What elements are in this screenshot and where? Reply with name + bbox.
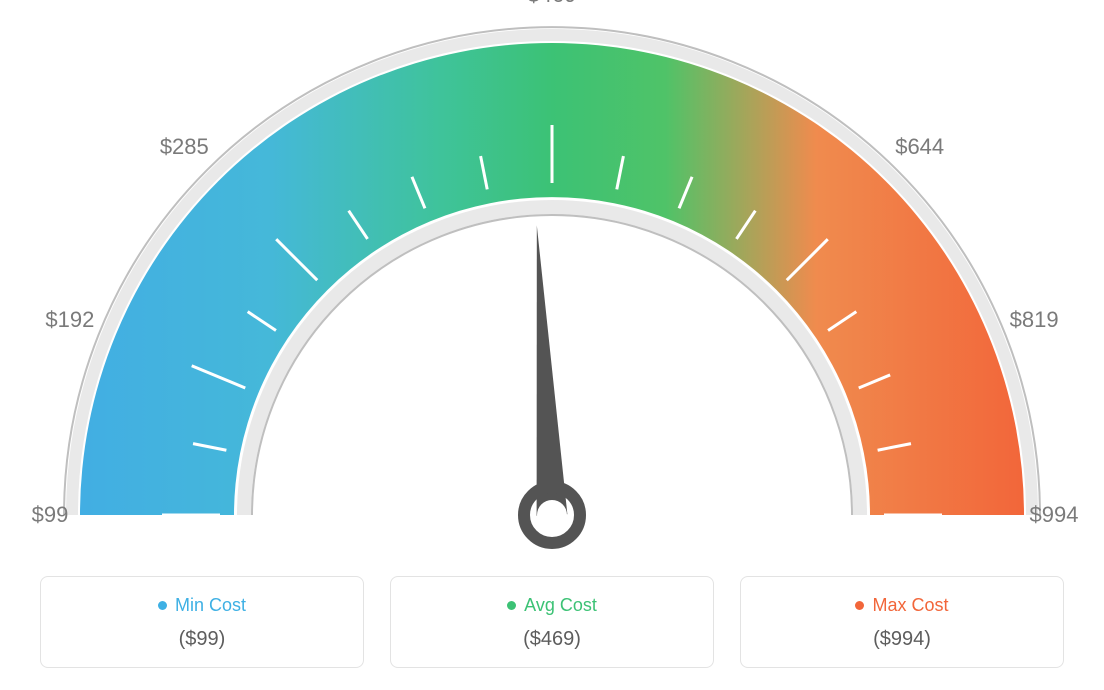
gauge-tick-label: $192 xyxy=(45,307,94,333)
chart-container: $99 $192 $285 $469 $644 $819 $994 Min Cost ($9… xyxy=(0,0,1104,690)
legend-label: Max Cost xyxy=(872,595,948,616)
legend-card-min: Min Cost ($99) xyxy=(40,576,364,668)
legend-label: Min Cost xyxy=(175,595,246,616)
legend-value: ($469) xyxy=(401,628,703,651)
gauge-tick-label: $469 xyxy=(528,0,577,8)
legend-title: Max Cost xyxy=(855,595,948,616)
gauge-tick-label: $994 xyxy=(1030,502,1079,528)
gauge-tick-label: $819 xyxy=(1010,307,1059,333)
legend-label: Avg Cost xyxy=(524,595,597,616)
legend-card-max: Max Cost ($994) xyxy=(740,576,1064,668)
dot-icon xyxy=(158,601,167,610)
gauge xyxy=(0,0,1104,560)
gauge-svg xyxy=(0,0,1104,560)
legend-value: ($994) xyxy=(751,628,1053,651)
gauge-tick-label: $99 xyxy=(32,502,69,528)
gauge-tick-label: $285 xyxy=(160,134,209,160)
legend-row: Min Cost ($99) Avg Cost ($469) Max Cost … xyxy=(40,576,1064,668)
gauge-tick-label: $644 xyxy=(895,134,944,160)
legend-title: Avg Cost xyxy=(507,595,597,616)
legend-value: ($99) xyxy=(51,628,353,651)
legend-title: Min Cost xyxy=(158,595,246,616)
legend-card-avg: Avg Cost ($469) xyxy=(390,576,714,668)
dot-icon xyxy=(855,601,864,610)
dot-icon xyxy=(507,601,516,610)
